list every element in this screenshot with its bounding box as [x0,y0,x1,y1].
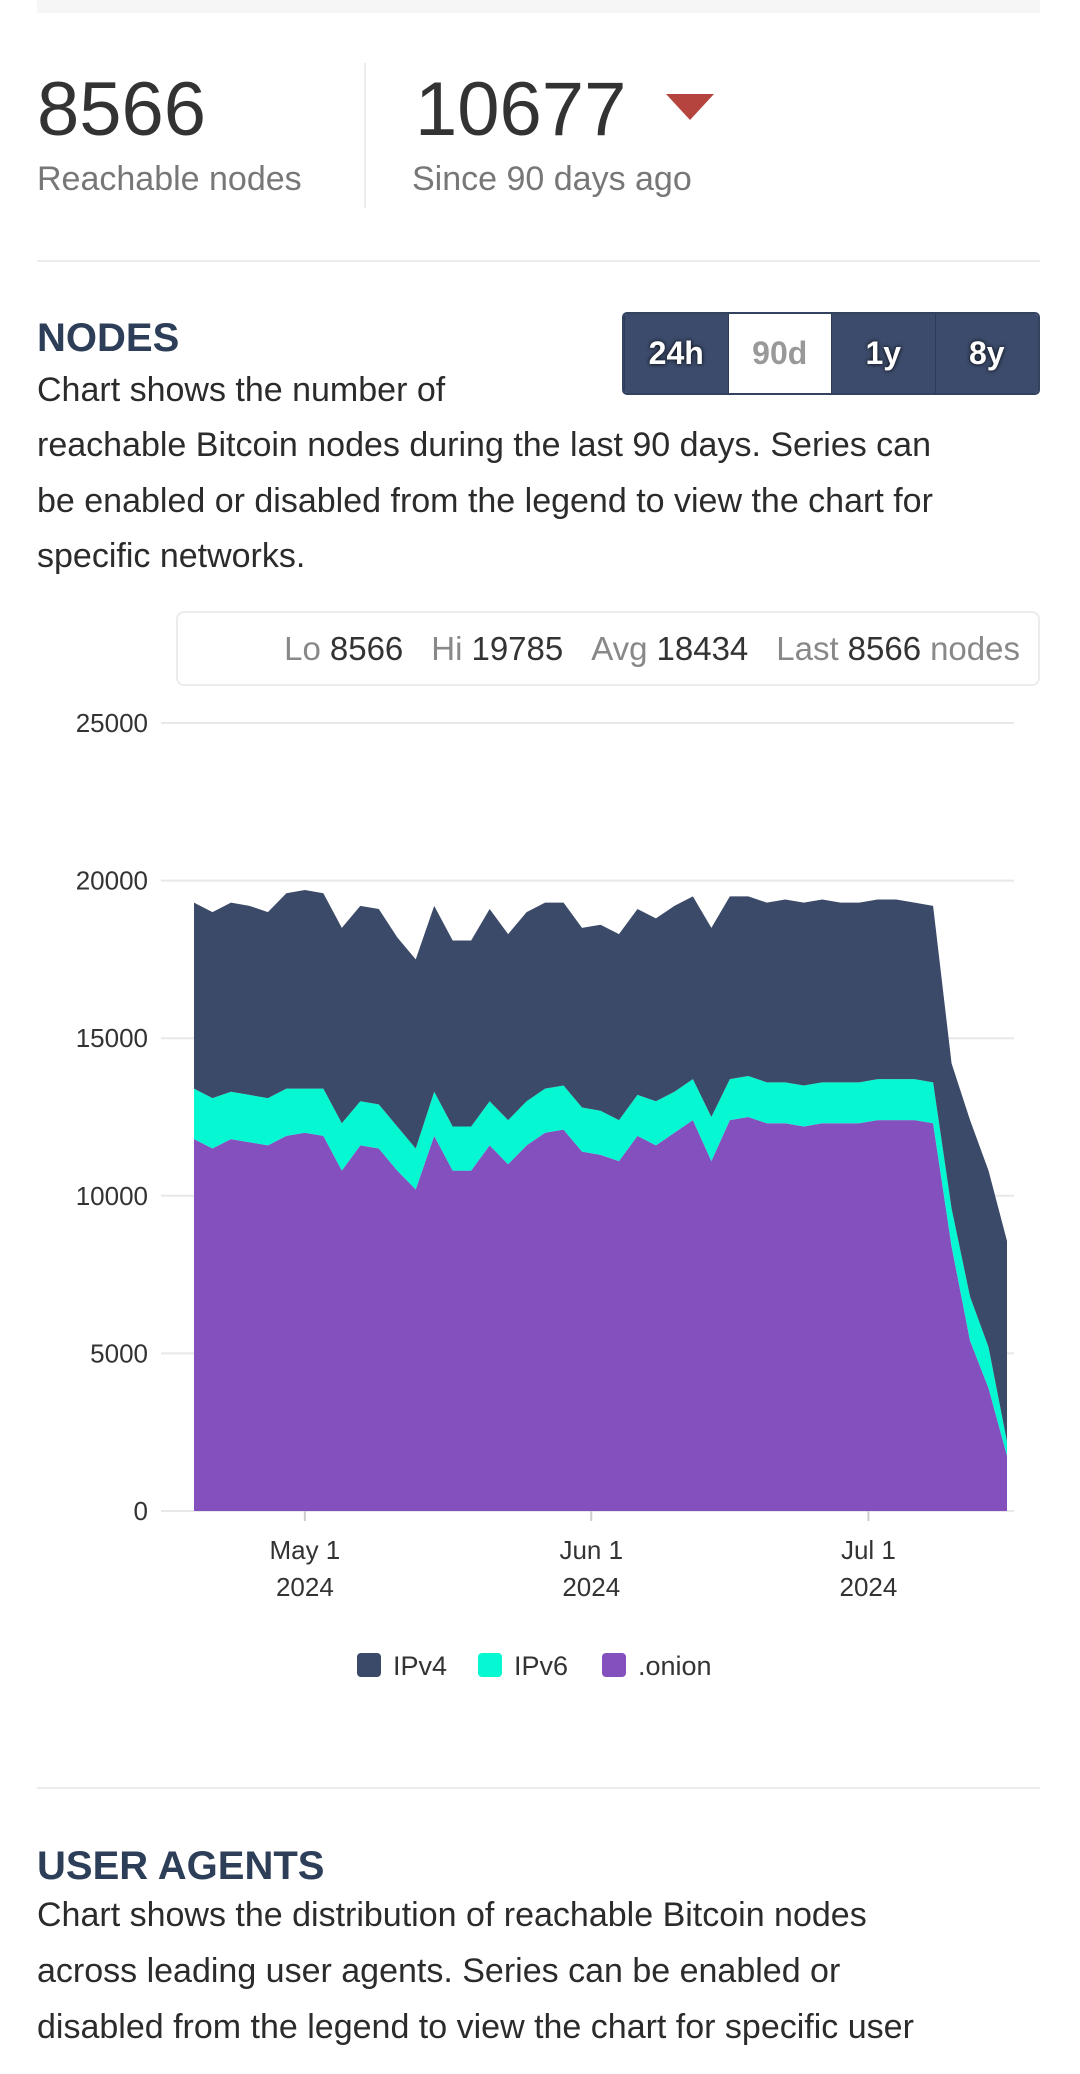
area [194,890,1007,1442]
description-line: specific networks. [37,537,306,575]
x-tick-label: 2024 [839,1572,897,1602]
legend-swatch [357,1653,381,1677]
description-line: across leading user agents. Series can b… [37,1952,841,1990]
legend-label: IPv6 [514,1651,568,1681]
summary-box: Lo 8566 Hi 19785 Avg 18434 Last 8566 nodes [176,611,1040,686]
legend-item[interactable]: IPv4 [357,1651,447,1681]
section-title: NODES [37,316,180,360]
section-title: USER AGENTS [37,1844,325,1888]
x-tick-label: Jun 1 [559,1535,623,1565]
description-line: be enabled or disabled from the legend t… [37,482,933,520]
x-tick-label: 2024 [562,1572,620,1602]
down-arrow [666,94,714,120]
range-button[interactable]: 1y [831,314,935,393]
separator [37,260,1040,262]
legend-label: .onion [638,1651,712,1681]
summary-label: Avg [591,629,648,667]
x-tick-label: Jul 1 [841,1535,896,1565]
current-value: 8566 [37,67,207,152]
y-tick-label: 10000 [76,1181,148,1211]
top-strip [37,0,1040,13]
summary-value: 8566 [329,629,404,667]
description-line: Chart shows the distribution of reachabl… [37,1896,867,1934]
legend-item[interactable]: .onion [602,1651,712,1681]
summary-label: Lo [284,629,321,667]
y-tick-label: 5000 [90,1338,148,1368]
separator [37,1787,1040,1789]
range-button[interactable]: 90d [727,314,831,393]
y-tick-label: 25000 [76,708,148,738]
range-button[interactable]: 8y [934,314,1038,393]
summary-value: 18434 [656,629,749,667]
area [194,1076,1007,1456]
previous-label: Since 90 days ago [412,160,692,198]
area [194,1117,1007,1511]
range-buttons: 24h 90d 1y 8y [622,312,1040,395]
description-line: disabled from the legend to view the cha… [37,2008,914,2046]
summary-unit: nodes [930,629,1020,667]
description-line: Chart shows the number of [37,371,446,409]
summary-label: Hi [431,629,463,667]
x-tick-label: May 1 [269,1535,340,1565]
y-tick-label: 20000 [76,866,148,896]
summary-value: 19785 [471,629,564,667]
legend-swatch [478,1653,502,1677]
y-tick-label: 15000 [76,1023,148,1053]
summary-value: 8566 [847,629,922,667]
divider [364,63,366,208]
description-line: reachable Bitcoin nodes during the last … [37,426,931,464]
current-label: Reachable nodes [37,160,302,198]
legend-swatch [602,1653,626,1677]
chart: 0 5000 10000 15000 20000 25000 May 1 2024 Jun 1 2… [76,708,1014,1681]
y-tick-label: 0 [134,1496,148,1526]
range-button[interactable]: 24h [624,314,728,393]
x-tick-label: 2024 [276,1572,334,1602]
legend-item[interactable]: IPv6 [478,1651,568,1681]
summary-label: Last [776,629,839,667]
previous-value: 10677 [415,67,627,152]
legend-label: IPv4 [393,1651,447,1681]
